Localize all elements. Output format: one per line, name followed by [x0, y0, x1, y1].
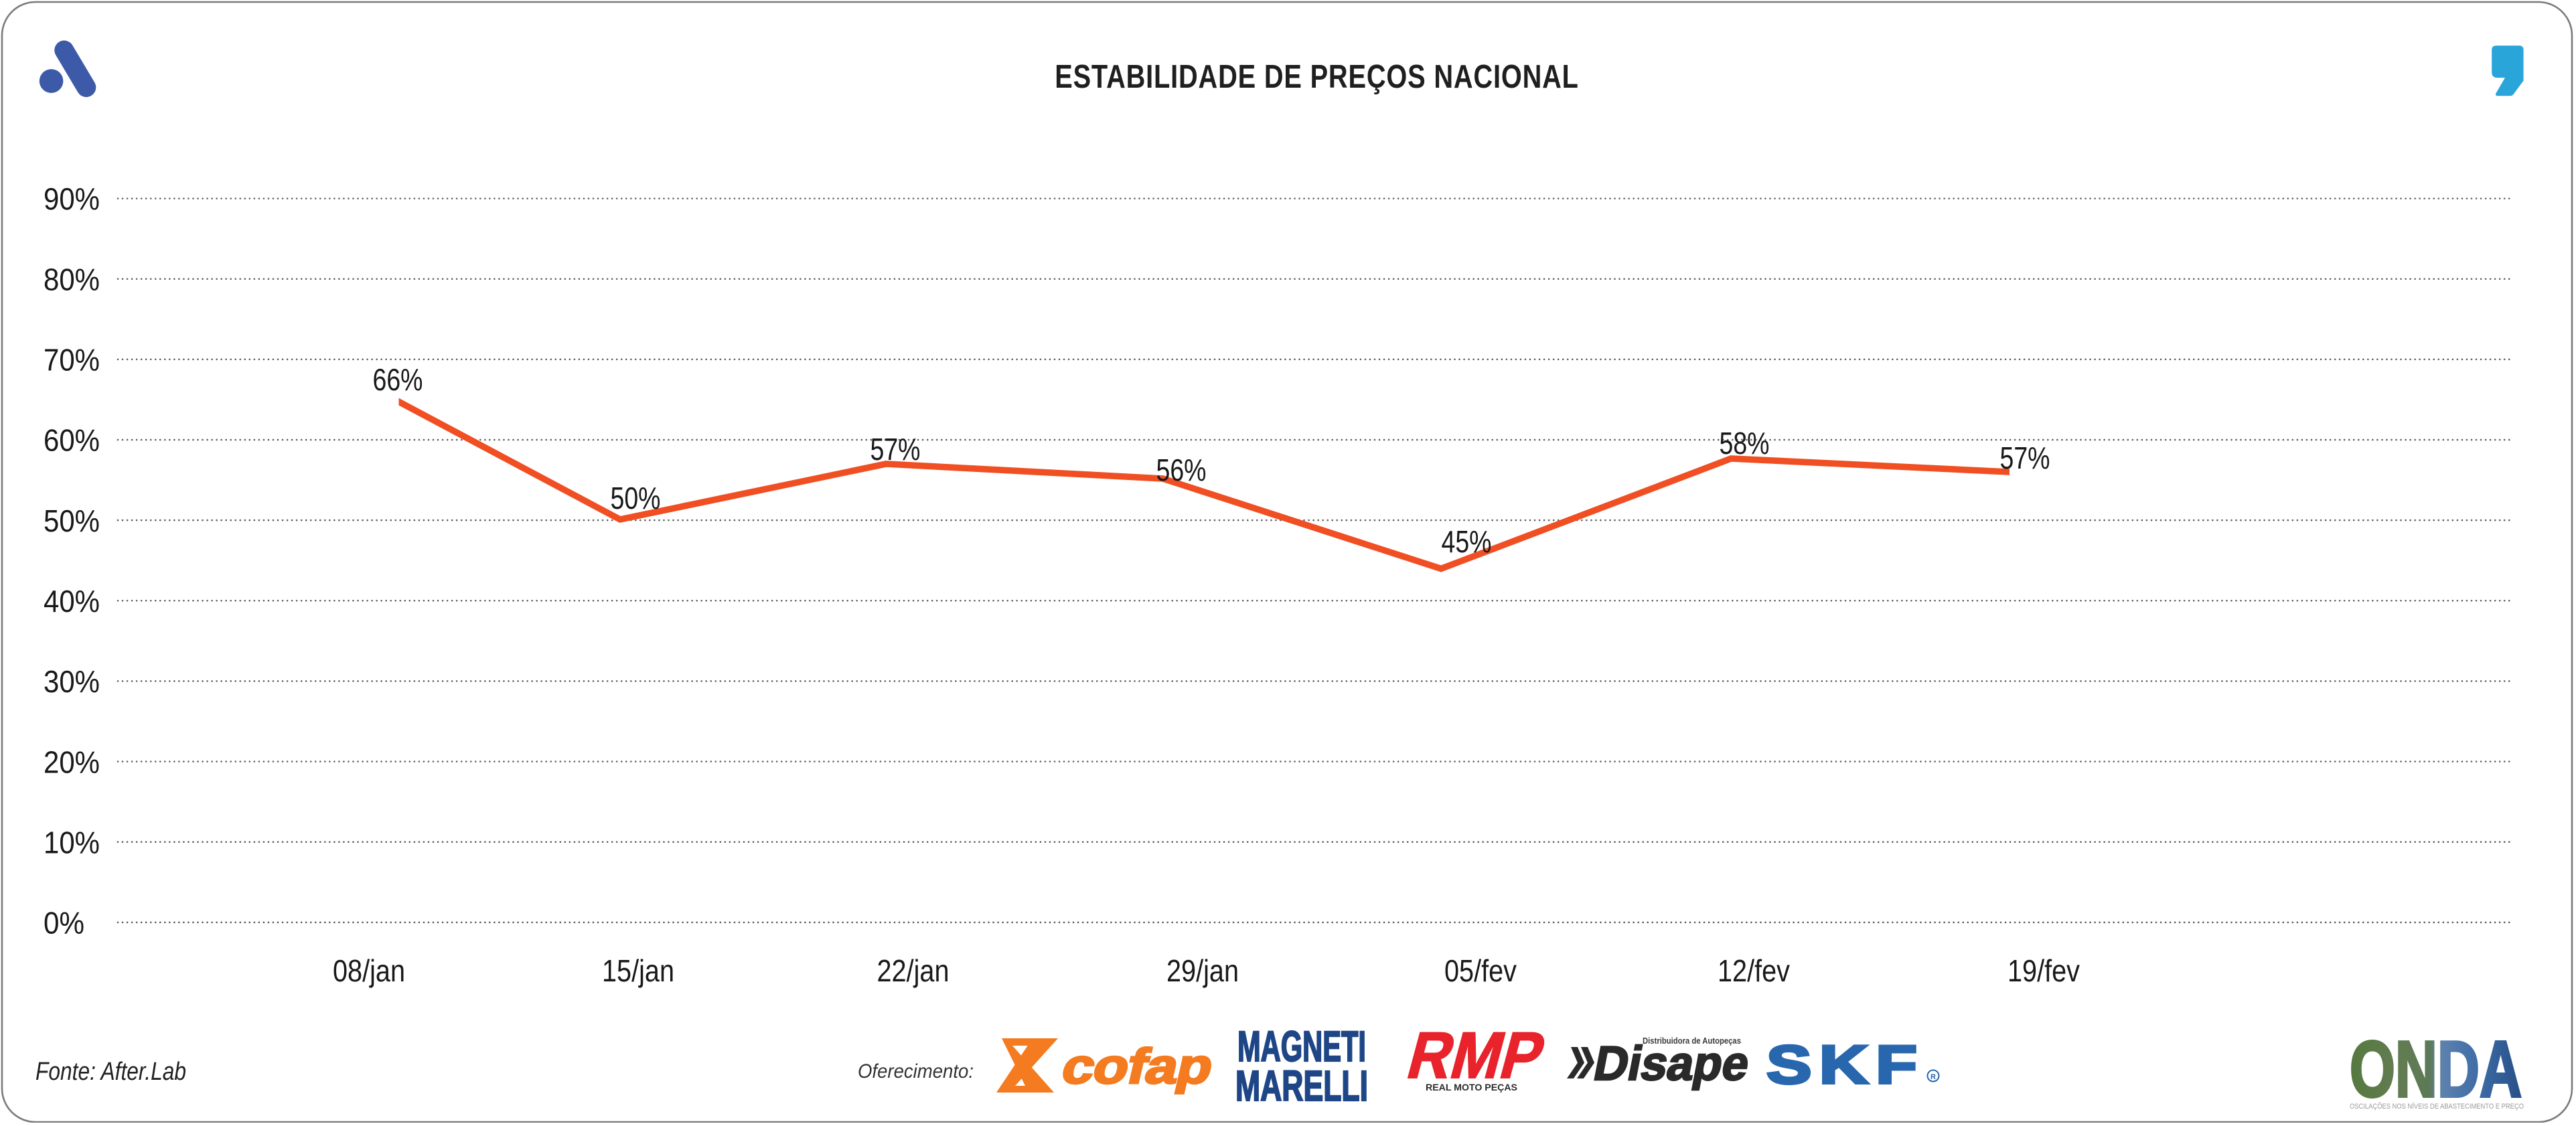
svg-text:12/fev: 12/fev: [1718, 953, 1790, 988]
svg-text:Fonte: After.Lab: Fonte: After.Lab: [35, 1058, 186, 1086]
svg-text:MAGNETI: MAGNETI: [1237, 1022, 1366, 1070]
svg-text:80%: 80%: [44, 262, 100, 297]
svg-text:56%: 56%: [1156, 453, 1207, 487]
svg-text:66%: 66%: [373, 362, 423, 397]
svg-text:08/jan: 08/jan: [333, 953, 405, 988]
svg-text:Oferecimento:: Oferecimento:: [858, 1060, 974, 1082]
svg-text:R: R: [1930, 1073, 1936, 1081]
svg-text:58%: 58%: [1720, 426, 1770, 461]
svg-text:57%: 57%: [870, 432, 921, 467]
svg-text:45%: 45%: [1442, 524, 1492, 559]
svg-text:19/fev: 19/fev: [2007, 953, 2080, 988]
svg-text:cofap: cofap: [1057, 1038, 1218, 1094]
svg-text:20%: 20%: [44, 744, 100, 779]
svg-text:30%: 30%: [44, 664, 100, 699]
svg-text:RMP: RMP: [1400, 1020, 1552, 1093]
svg-text:50%: 50%: [44, 503, 100, 538]
svg-text:50%: 50%: [611, 481, 661, 515]
svg-text:0%: 0%: [44, 906, 84, 941]
svg-text:SKF: SKF: [1766, 1035, 1924, 1095]
svg-text:ONDA: ONDA: [2350, 1025, 2522, 1114]
svg-text:22/jan: 22/jan: [877, 953, 950, 988]
svg-text:ESTABILIDADE DE PREÇOS NACIONA: ESTABILIDADE DE PREÇOS NACIONAL: [1055, 59, 1579, 95]
svg-text:70%: 70%: [44, 343, 100, 378]
svg-text:Distribuidora de Autopeças: Distribuidora de Autopeças: [1643, 1036, 1741, 1046]
svg-text:10%: 10%: [44, 825, 100, 860]
svg-text:OSCILAÇÕES NOS NÍVEIS DE ABAST: OSCILAÇÕES NOS NÍVEIS DE ABASTECIMENTO E…: [2350, 1102, 2524, 1111]
svg-text:40%: 40%: [44, 584, 100, 619]
svg-text:57%: 57%: [2000, 440, 2050, 475]
svg-text:60%: 60%: [44, 423, 100, 458]
svg-text:MARELLI: MARELLI: [1235, 1062, 1368, 1110]
svg-text:REAL MOTO PEÇAS: REAL MOTO PEÇAS: [1426, 1082, 1517, 1093]
svg-text:Disape: Disape: [1590, 1037, 1754, 1091]
svg-text:05/fev: 05/fev: [1444, 953, 1517, 988]
svg-text:29/jan: 29/jan: [1166, 953, 1239, 988]
svg-text:15/jan: 15/jan: [602, 953, 674, 988]
svg-text:90%: 90%: [44, 181, 100, 216]
